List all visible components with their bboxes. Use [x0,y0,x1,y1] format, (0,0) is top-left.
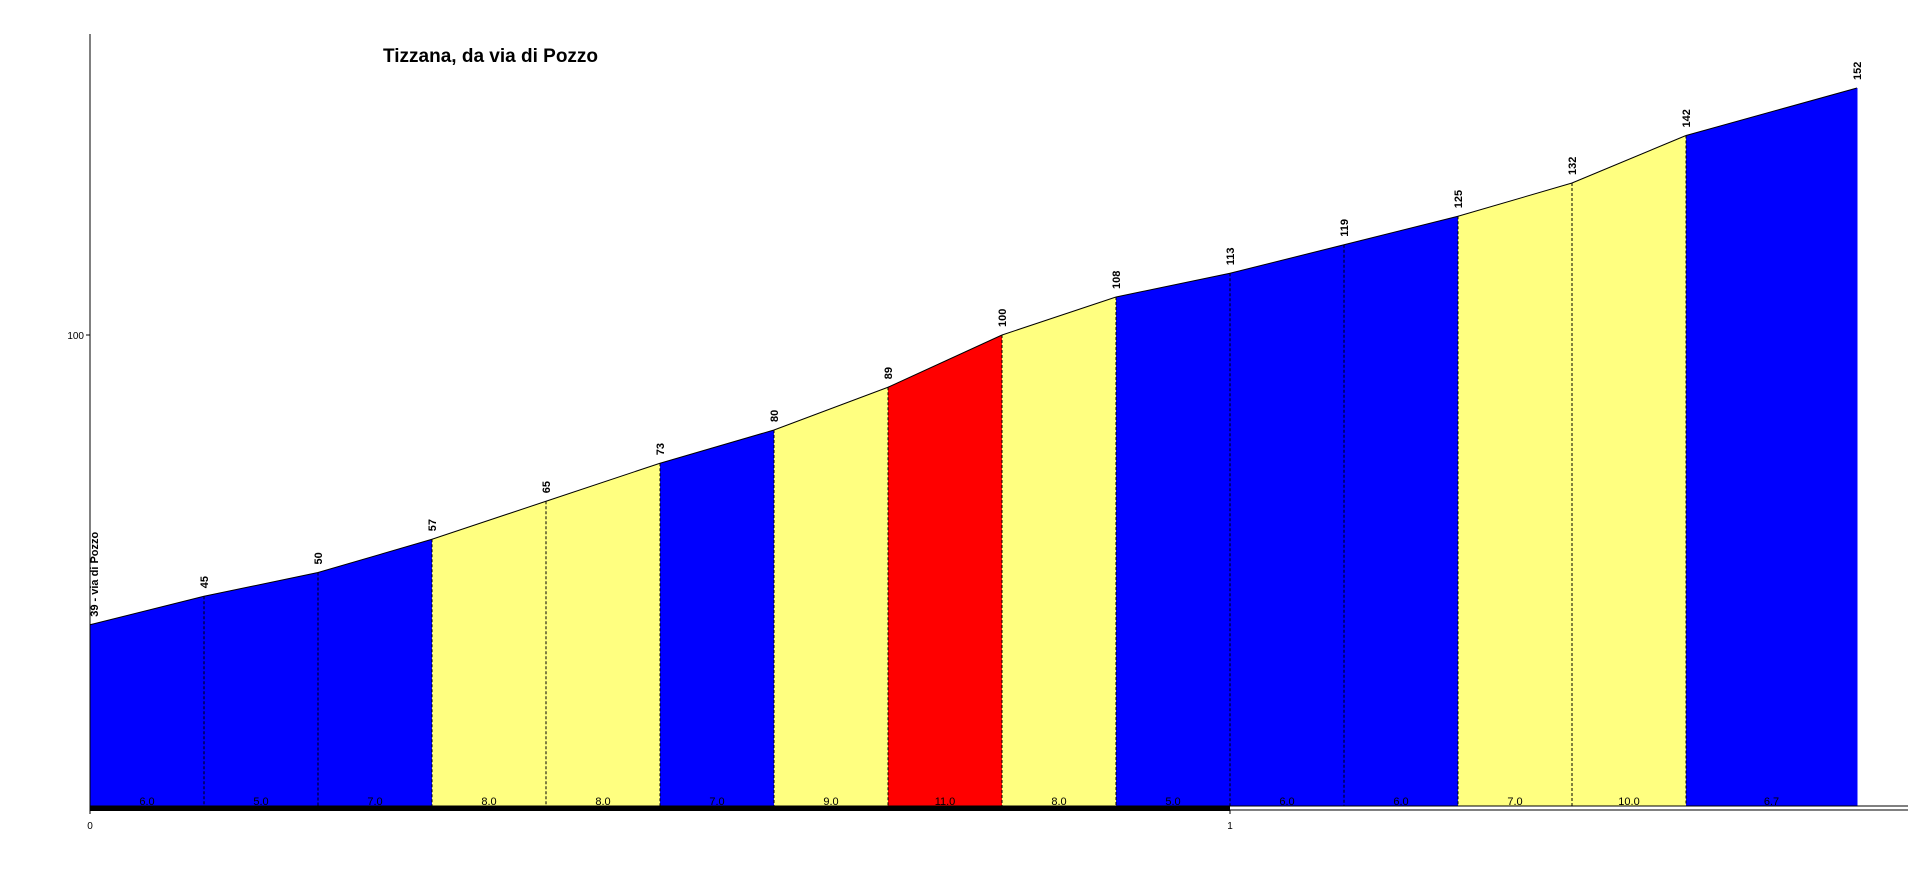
gradient-label: 8.0 [1051,796,1066,808]
gradient-label: 5.0 [253,796,268,808]
gradient-label: 9.0 [823,796,838,808]
profile-top-line [317,538,433,573]
elevation-label: 89 [883,367,895,379]
profile-segment [774,387,888,806]
elevation-label: 142 [1681,109,1693,127]
gradient-label: 6.0 [1393,796,1408,808]
profile-top-line [545,462,661,502]
elevation-label: 65 [541,481,553,493]
profile-segment [660,430,774,806]
elevation-labels: 45 50 57 65 73 80 89 100 108 113 119 125 132 142 152 [199,62,1864,589]
gradient-label: 6.0 [1279,796,1294,808]
km-scale-bar [90,806,1230,811]
start-label: 39 - via di Pozzo [89,532,101,617]
y-ticks: 100200 [67,331,90,342]
profile-top-line [1457,182,1573,217]
elevation-label: 125 [1453,190,1465,208]
profile-top-line [1229,244,1345,274]
elevation-label: 132 [1567,157,1579,175]
gradient-label: 6.0 [139,796,154,808]
profile-top-line [1343,215,1459,246]
elevation-label: 100 [997,309,1009,327]
profile-segment [90,596,204,806]
elevation-label: 152 [1852,62,1864,80]
gradient-label: 6.7 [1764,796,1779,808]
segment-dividers [203,88,1858,806]
profile-segment [1230,244,1344,806]
profile-top-line [659,429,775,464]
profile-segment [1572,135,1686,806]
x-tick-label: 0 [87,821,93,832]
gradient-label: 7.0 [709,796,724,808]
profile-segment [318,539,432,806]
profile-segment [1116,273,1230,806]
profile-top-line [1571,135,1687,184]
profile-top-line [431,500,547,540]
gradient-label: 7.0 [1507,796,1522,808]
x-tick-label: 1 [1227,821,1233,832]
elevation-label: 113 [1225,248,1237,266]
elevation-label: 50 [313,552,325,564]
profile-top-line [89,595,205,626]
elevation-label: 45 [199,576,211,588]
profile-segment [1458,183,1572,806]
profile-segment [546,463,660,806]
profile-top-line [1115,272,1231,298]
gradient-label: 5.0 [1165,796,1180,808]
axes [89,34,1908,811]
profile-top-line [1001,296,1117,336]
gradient-label: 8.0 [595,796,610,808]
profile-top-line [887,334,1003,388]
gradient-label: 8.0 [481,796,496,808]
gradient-label: 10.0 [1618,796,1639,808]
profile-segments [89,87,1858,806]
gradient-label: 11.0 [935,796,956,808]
elevation-label: 73 [655,443,667,455]
profile-segment [888,335,1002,806]
profile-top-line [203,572,319,597]
chart-title: Tizzana, da via di Pozzo [383,46,598,67]
profile-top-line [1685,87,1858,136]
elevation-label: 108 [1111,271,1123,289]
profile-segment [1686,88,1857,806]
y-tick-label: 100 [67,331,84,342]
profile-top-line [773,386,889,431]
elevation-label: 119 [1339,219,1351,237]
gradient-label: 7.0 [367,796,382,808]
profile-segment [204,572,318,806]
elevation-label: 57 [427,519,439,531]
profile-segment [1344,216,1458,806]
elevation-label: 80 [769,410,781,422]
gradient-labels: 6.0 5.0 7.0 8.0 8.0 7.0 9.0 11.0 8.0 5.0 6.0 6.0 7.0… [139,796,1779,808]
profile-segment [432,501,546,806]
profile-segment [1002,297,1116,806]
